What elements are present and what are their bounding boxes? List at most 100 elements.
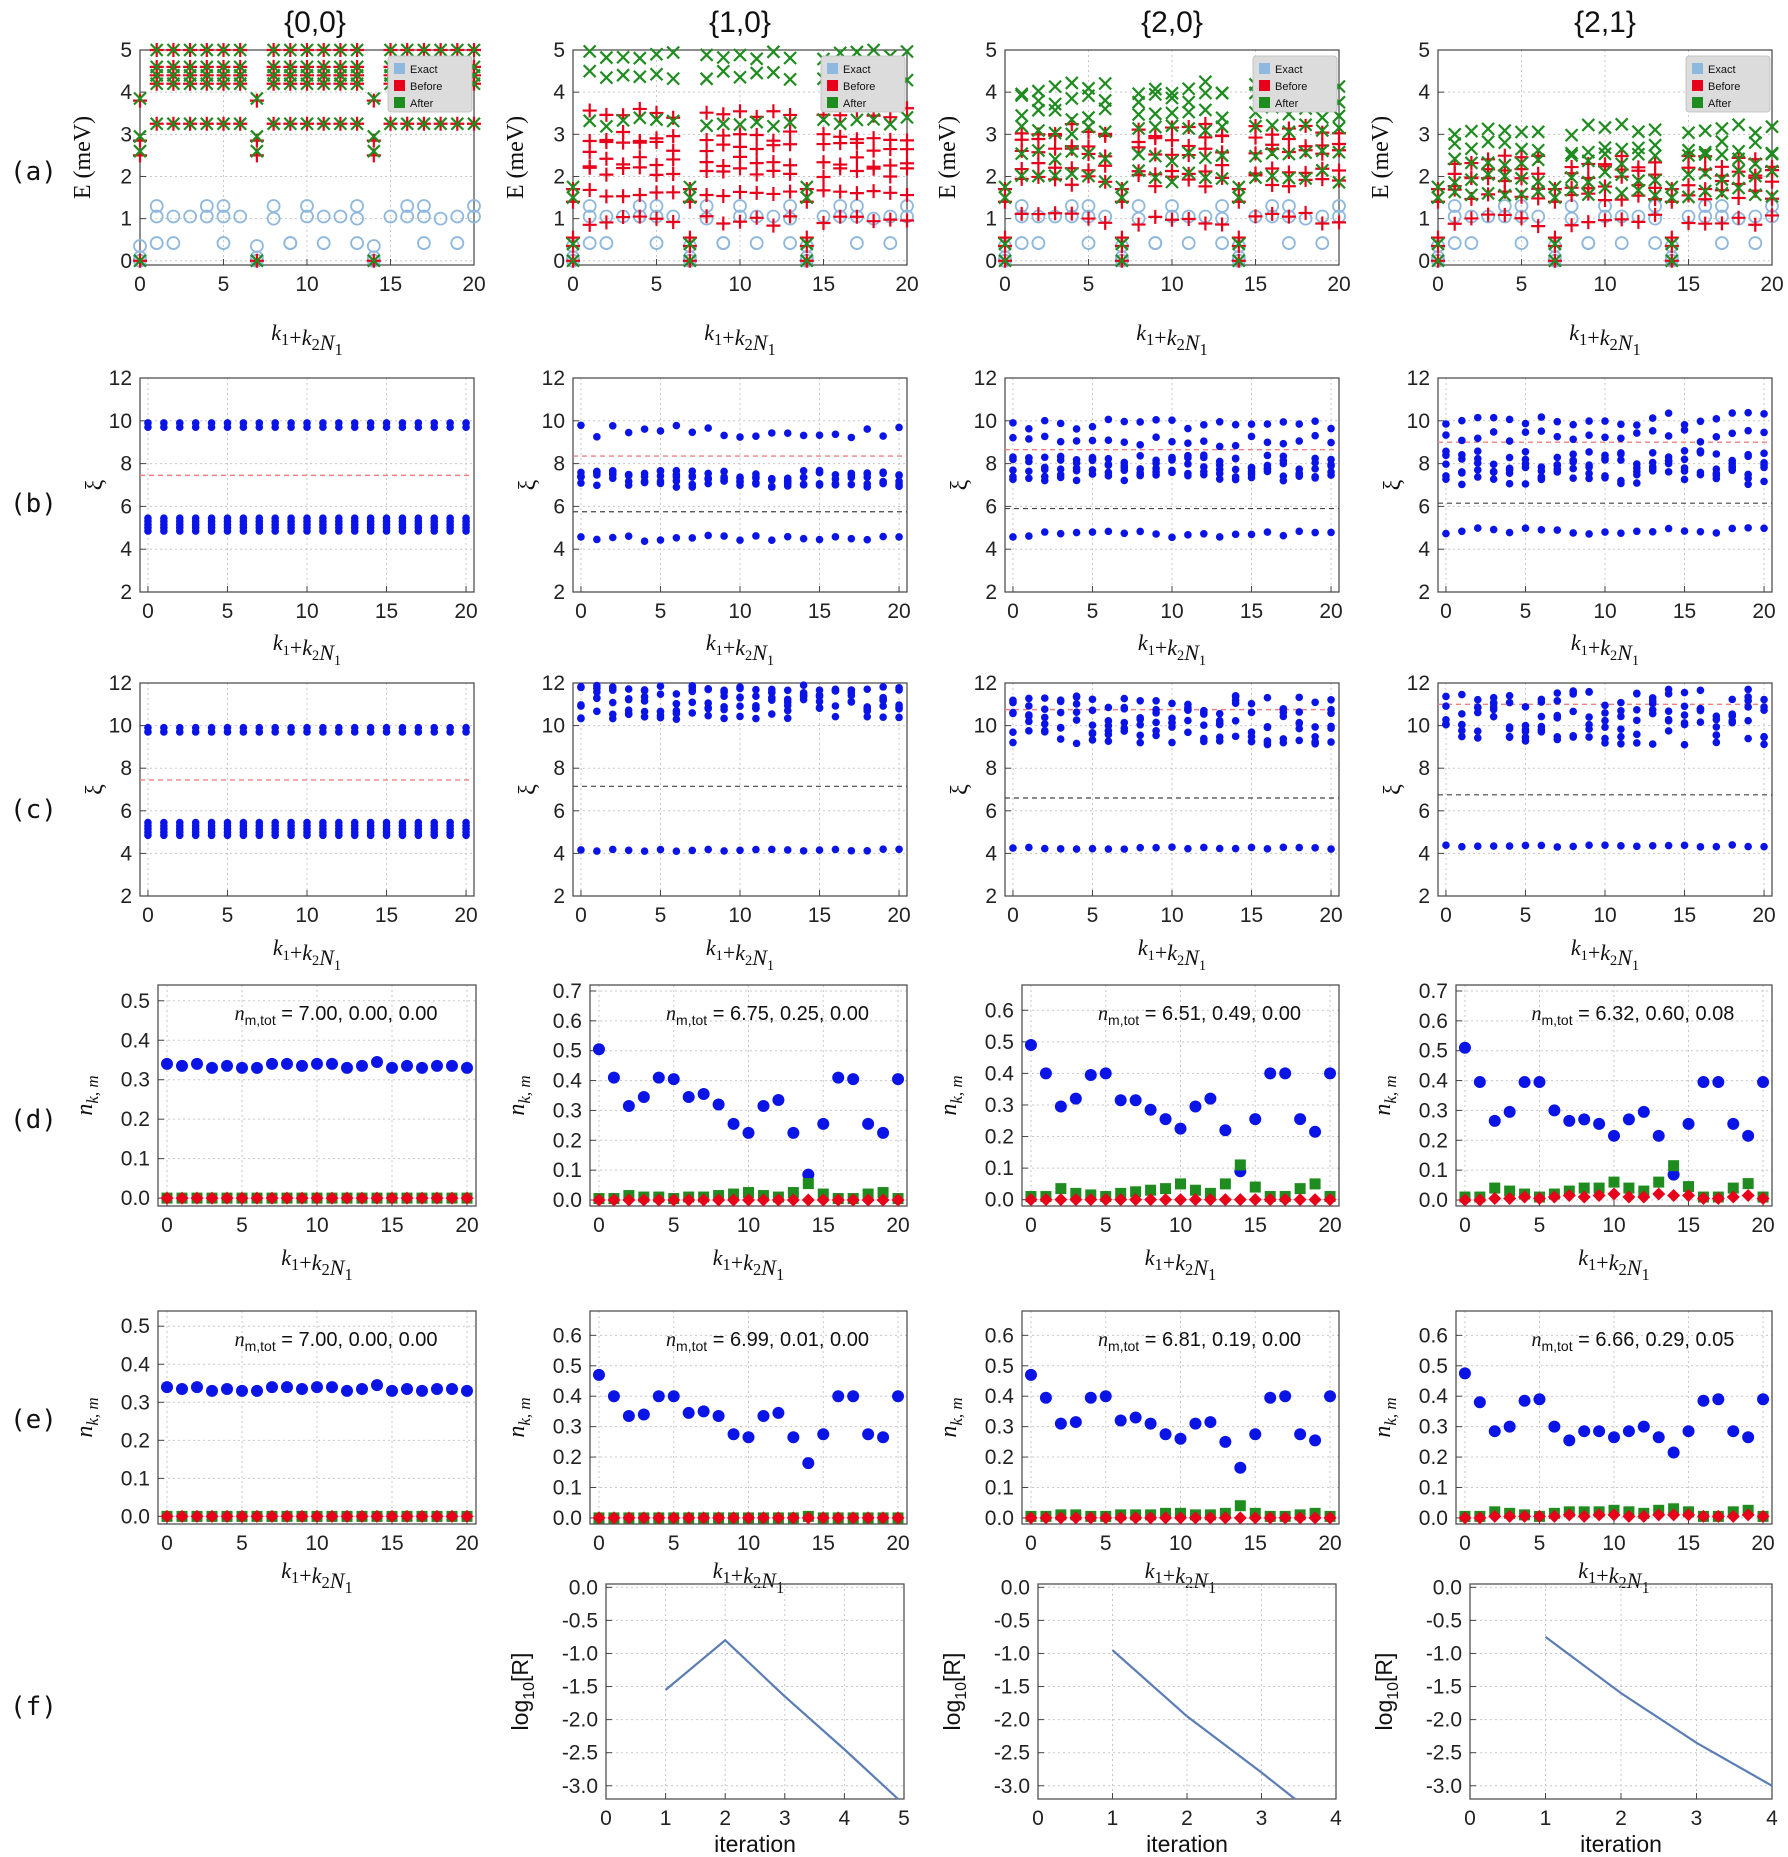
xi-point [1744, 474, 1752, 483]
x-tick-label: 5 [655, 904, 667, 927]
xi-point [1505, 464, 1514, 473]
after-point [1198, 170, 1213, 185]
nk-m3-point [355, 1191, 369, 1205]
xi-point [1327, 695, 1335, 704]
xi-point [1537, 695, 1546, 704]
xi-point [879, 845, 887, 853]
before-point [1165, 133, 1179, 148]
after-point [1514, 125, 1529, 139]
xi-point [577, 479, 585, 487]
x-tick-label: 20 [454, 904, 477, 927]
after-point [350, 60, 364, 74]
y-tick-label: 4 [553, 842, 565, 865]
y-tick-label: 0.0 [1419, 1507, 1448, 1530]
after-point [300, 60, 314, 74]
nk-m1-point [296, 1059, 308, 1072]
nk-m1-point [1309, 1434, 1322, 1447]
xi-point [863, 704, 872, 713]
xi-point [847, 846, 856, 855]
nk-m1-point [1264, 1067, 1277, 1080]
nk-m1-point [817, 1117, 830, 1130]
xi-point [1215, 719, 1224, 727]
nk-m3-point [1293, 1193, 1307, 1207]
xi-point [1442, 702, 1450, 710]
after-point [800, 190, 814, 205]
before-point [1098, 149, 1113, 164]
xi-point [1327, 705, 1335, 714]
after-point [1198, 86, 1213, 100]
nk-m1-point [1578, 1425, 1591, 1438]
y-tick-label: -2.5 [1426, 1742, 1462, 1765]
after-point [1098, 76, 1112, 91]
after-point [566, 180, 580, 194]
before-point [716, 189, 731, 204]
after-point [1232, 237, 1246, 251]
xi-point [1744, 524, 1752, 532]
x-tick-label: 0 [1440, 600, 1452, 623]
exact-point [266, 211, 281, 226]
nk-m3-point [1024, 1511, 1038, 1525]
x-tick-label: 5 [655, 600, 667, 623]
nk-m1-point [1637, 1420, 1650, 1433]
xi-point [1040, 416, 1049, 425]
y-tick-label: 0.4 [1419, 1070, 1449, 1093]
after-point [1048, 126, 1062, 140]
xi-point [1104, 737, 1113, 745]
after-point [783, 51, 797, 65]
xi-point [1696, 527, 1705, 536]
xi-point [1200, 470, 1208, 479]
nk-m1-point [221, 1059, 233, 1072]
nk-m3-point [1278, 1193, 1292, 1207]
before-point [866, 131, 881, 146]
nk-m3-point [370, 1509, 384, 1523]
y-tick-label: 0.6 [1419, 1324, 1448, 1347]
x-axis-label: iteration [1146, 1831, 1228, 1857]
x-tick-label: 5 [1100, 1214, 1112, 1237]
before-point [1281, 145, 1296, 160]
xi-point [704, 469, 712, 478]
xi-point [144, 419, 152, 427]
x-tick-label: 5 [1534, 1214, 1546, 1237]
nk-m3-point [1308, 1511, 1322, 1525]
xi-point [350, 419, 359, 427]
xi-point [799, 466, 808, 475]
y-tick-label: 8 [553, 453, 565, 476]
before-point [632, 188, 647, 203]
nk-m3-point [1159, 1511, 1173, 1525]
xi-point [1327, 455, 1335, 464]
xi-point [1442, 460, 1450, 468]
before-point [599, 107, 614, 122]
xi-point [1295, 708, 1304, 716]
exact-point [183, 209, 198, 224]
nk-m3-point [697, 1511, 711, 1525]
nk-m3-point [771, 1511, 785, 1525]
nk-m1-point [877, 1126, 890, 1139]
xi-point [1473, 703, 1482, 711]
after-point [1014, 87, 1029, 101]
xi-point [783, 846, 792, 854]
legend-swatch [1692, 97, 1703, 108]
after-point [716, 117, 731, 131]
nk-m1-point [431, 1382, 443, 1395]
xi-point [1712, 529, 1721, 537]
before-point [1531, 219, 1546, 234]
xi-point [1473, 473, 1482, 481]
before-point [1181, 212, 1196, 227]
nk-m3-point [742, 1511, 755, 1525]
nk-m1-point [652, 1390, 665, 1403]
after-point [1181, 121, 1196, 136]
after-point [1498, 188, 1512, 202]
xi-point [831, 845, 840, 854]
after-point [1014, 88, 1029, 103]
xi-point [207, 818, 216, 827]
xi-point [1680, 446, 1689, 455]
xi-point [1263, 693, 1272, 702]
after-point [1447, 127, 1462, 142]
x-tick-label: 20 [1751, 1532, 1774, 1555]
y-tick-label: 2 [985, 581, 997, 604]
xi-point [1712, 842, 1721, 851]
before-point [599, 189, 614, 204]
nk-m3-point [1323, 1193, 1337, 1207]
nk-m1-point [1518, 1394, 1531, 1407]
xi-point [736, 536, 744, 544]
